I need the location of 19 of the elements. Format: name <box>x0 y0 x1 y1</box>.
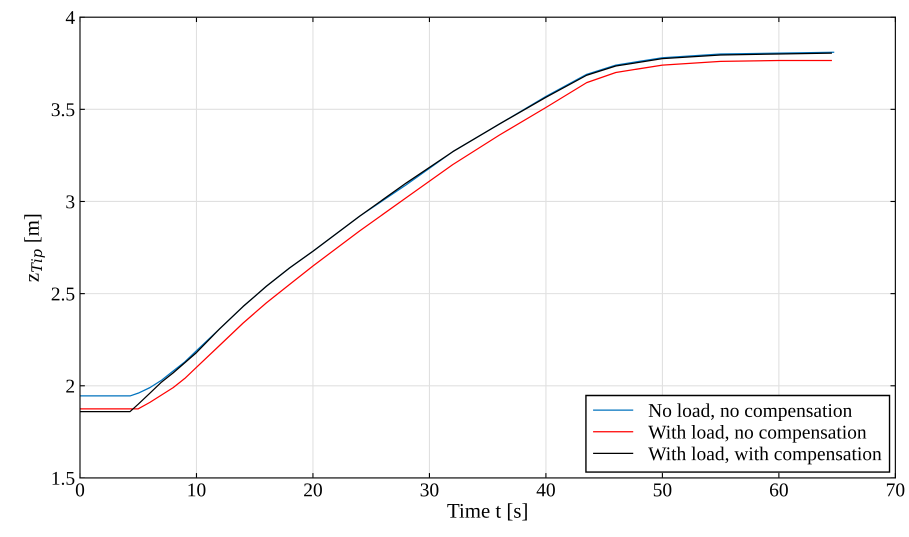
y-tick-label: 1.5 <box>52 472 74 485</box>
y-axis-title: z$_{Tip}$ [m] <box>24 214 45 282</box>
y-tick-label: 4 <box>66 11 75 24</box>
x-tick-label: 70 <box>886 483 904 496</box>
x-tick-label: 50 <box>654 483 672 496</box>
y-tick-label: 2.5 <box>52 288 74 301</box>
legend-label: With load, no compensation <box>648 425 866 443</box>
y-tick-label: 3.5 <box>52 103 74 116</box>
x-tick-label: 0 <box>76 483 84 496</box>
legend-label: No load, no compensation <box>648 403 852 422</box>
y-tick-label: 3 <box>66 195 74 208</box>
x-tick-label: 20 <box>304 483 322 496</box>
y-tick-label: 2 <box>66 380 74 393</box>
x-tick-label: 40 <box>536 483 555 496</box>
x-tick-label: 60 <box>770 483 788 496</box>
x-tick-label: 30 <box>420 483 438 496</box>
x-tick-label: 10 <box>188 483 206 496</box>
x-axis-title: Time t [s] <box>447 503 527 520</box>
legend-label: With load, with compensation <box>648 446 882 464</box>
